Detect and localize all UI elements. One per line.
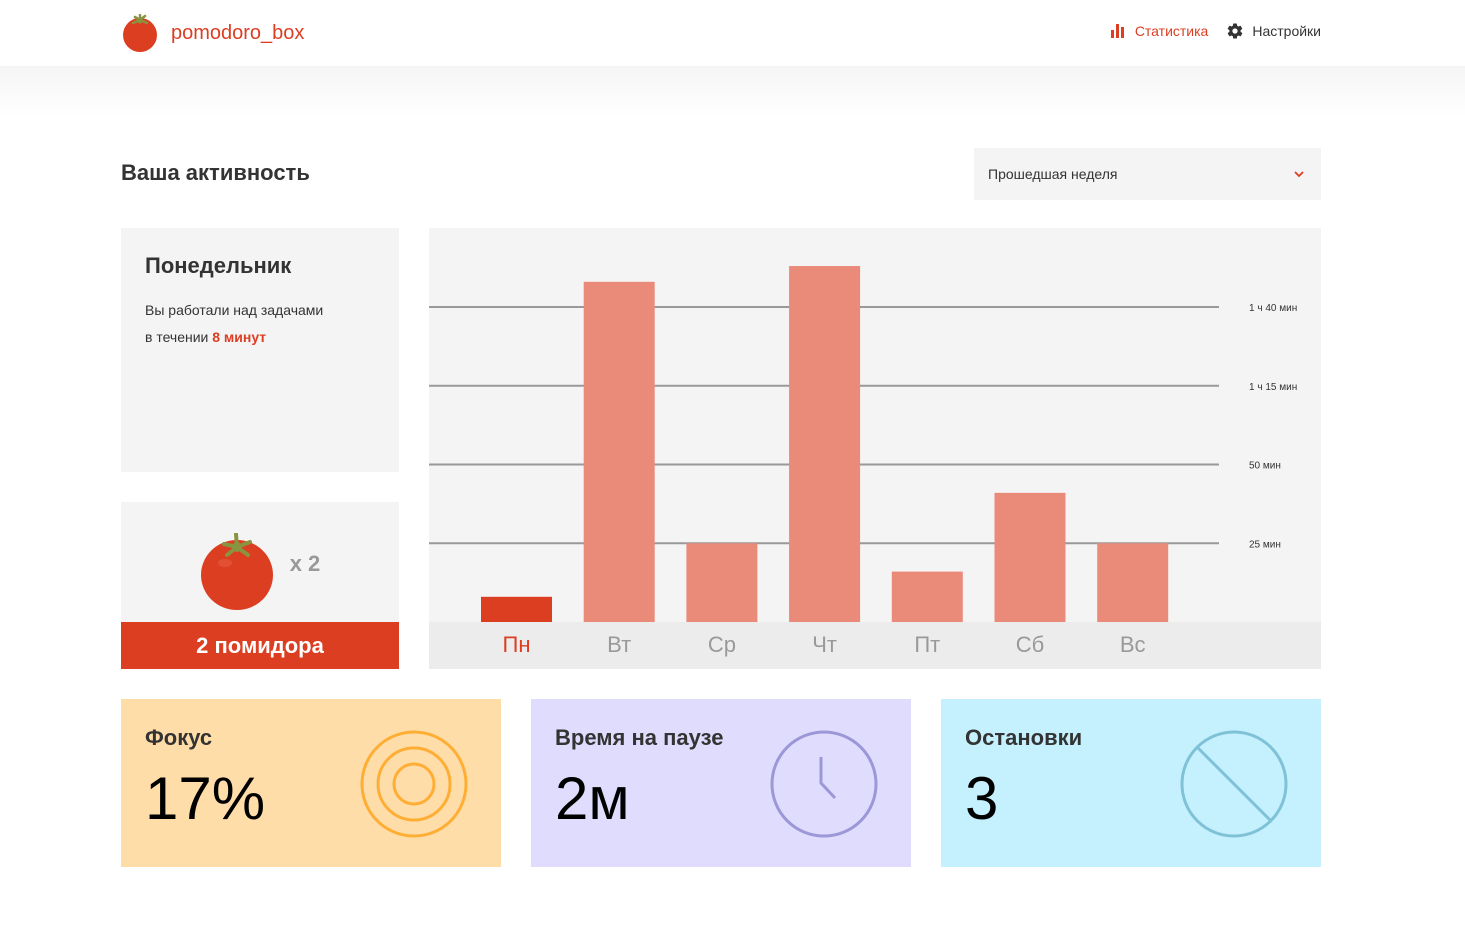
tomato-row: x 2 — [121, 522, 399, 622]
clock-icon — [770, 730, 878, 838]
target-icon — [360, 730, 468, 838]
bar-6 — [994, 492, 1066, 622]
header: pomodoro_box Статистика Настройки — [0, 0, 1465, 66]
bar-1 — [481, 596, 552, 622]
weekly-chart-svg: 25 мин 50 мин 1 ч 15 мин 1 ч 40 мин Пн Вт Ср Чт… — [429, 266, 1321, 669]
stops-stat-value: 3 — [965, 765, 999, 832]
day-label[interactable]: Ср — [708, 632, 736, 657]
stop-icon — [1180, 730, 1288, 838]
focus-stat-card: Фокус 17% — [121, 699, 501, 867]
day-summary-line1: Вы работали над задачами — [145, 302, 324, 318]
day-summary-card: Понедельник Вы работали над задачами в т… — [121, 228, 399, 472]
nav-statistics[interactable]: Статистика — [1110, 23, 1209, 39]
period-select-value: Прошедшая неделя — [988, 166, 1118, 182]
focus-stat-title: Фокус — [145, 725, 213, 750]
tomato-count-card: x 2 2 помидора — [121, 502, 399, 669]
bar-7 — [1097, 543, 1169, 622]
pause-stat-value: 2м — [555, 765, 630, 832]
stops-stat-title: Остановки — [965, 725, 1083, 750]
logo-text: pomodoro_box — [171, 21, 305, 44]
day-label[interactable]: Чт — [812, 632, 837, 657]
day-title: Понедельник — [145, 253, 292, 278]
nav-settings-label: Настройки — [1252, 23, 1321, 39]
stops-stat-card: Остановки 3 — [941, 699, 1321, 867]
tomato-icon — [200, 533, 273, 610]
day-summary-line2: в течении 8 минут — [145, 324, 375, 351]
pause-stat-card: Время на паузе 2м — [531, 699, 911, 867]
top-nav: Статистика Настройки — [1110, 22, 1321, 40]
page-title: Ваша активность — [121, 160, 310, 185]
y-tick-label: 1 ч 15 мин — [1249, 382, 1297, 393]
nav-settings[interactable]: Настройки — [1226, 22, 1321, 40]
pause-stat-title: Время на паузе — [555, 725, 724, 750]
bar-2 — [583, 281, 655, 622]
x-axis-band — [429, 622, 1321, 669]
y-tick-label: 25 мин — [1249, 539, 1281, 550]
bar-3 — [686, 543, 758, 622]
tomato-count-footer: 2 помидора — [121, 622, 399, 669]
tomato-count: x 2 — [289, 551, 321, 576]
weekly-chart: 25 мин 50 мин 1 ч 15 мин 1 ч 40 мин Пн Вт Ср Чт… — [429, 228, 1321, 669]
gear-icon — [1228, 23, 1243, 39]
day-summary-duration: 8 минут — [212, 329, 267, 345]
day-label[interactable]: Вт — [607, 632, 631, 657]
focus-stat-value: 17% — [145, 765, 266, 832]
tomato-logo-icon — [123, 14, 157, 52]
day-summary-text: Вы работали над задачами в течении 8 мин… — [145, 297, 375, 351]
logo[interactable]: pomodoro_box — [121, 14, 304, 52]
y-tick-label: 50 мин — [1249, 461, 1281, 472]
chevron-down-icon — [1294, 171, 1304, 178]
day-summary-prefix: в течении — [145, 329, 213, 345]
nav-statistics-label: Статистика — [1134, 23, 1209, 39]
y-tick-label: 1 ч 40 мин — [1249, 303, 1297, 314]
header-shadow — [0, 66, 1465, 116]
period-select[interactable]: Прошедшая неделя — [974, 148, 1321, 200]
bar-chart-icon — [1110, 24, 1124, 38]
day-label[interactable]: Вс — [1120, 632, 1146, 657]
bar-5 — [891, 571, 963, 622]
day-label[interactable]: Пн — [503, 632, 531, 657]
day-label[interactable]: Сб — [1016, 632, 1045, 657]
bar-4 — [789, 266, 861, 622]
day-label[interactable]: Пт — [914, 632, 940, 657]
